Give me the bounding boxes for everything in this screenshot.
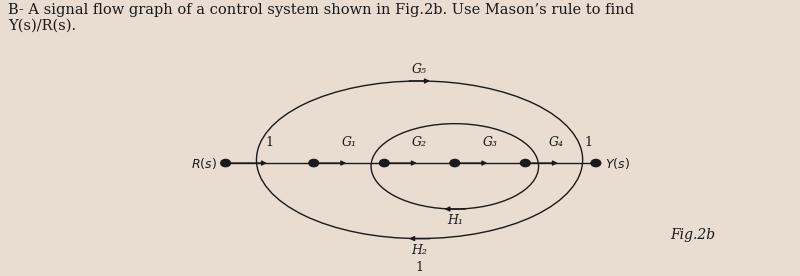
Text: $Y(s)$: $Y(s)$ <box>605 156 630 171</box>
Text: 1: 1 <box>415 261 423 274</box>
Circle shape <box>221 160 230 167</box>
Text: G₃: G₃ <box>482 136 498 148</box>
Text: H₂: H₂ <box>412 244 427 257</box>
Text: G₂: G₂ <box>412 136 427 148</box>
Circle shape <box>379 160 389 167</box>
Circle shape <box>591 160 601 167</box>
Text: G₄: G₄ <box>549 136 564 148</box>
Text: B- A signal flow graph of a control system shown in Fig.2b. Use Mason’s rule to : B- A signal flow graph of a control syst… <box>8 3 634 33</box>
Text: H₁: H₁ <box>447 214 462 227</box>
Circle shape <box>521 160 530 167</box>
Text: G₅: G₅ <box>412 63 427 76</box>
Text: 1: 1 <box>266 136 274 148</box>
Text: $R(s)$: $R(s)$ <box>191 156 217 171</box>
Text: Fig.2b: Fig.2b <box>670 228 715 242</box>
Circle shape <box>309 160 318 167</box>
Text: G₁: G₁ <box>342 136 357 148</box>
Circle shape <box>450 160 460 167</box>
Text: 1: 1 <box>585 136 593 148</box>
